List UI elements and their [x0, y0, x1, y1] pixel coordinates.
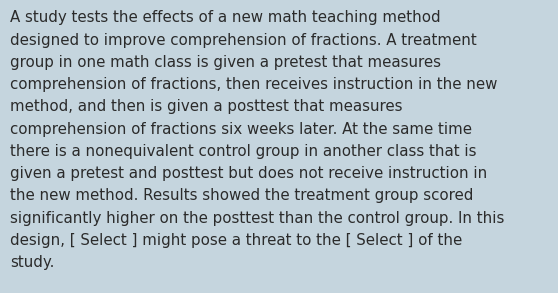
Text: the new method. Results showed the treatment group scored: the new method. Results showed the treat… [10, 188, 473, 203]
Text: significantly higher on the posttest than the control group. In this: significantly higher on the posttest tha… [10, 211, 504, 226]
Text: A study tests the effects of a new math teaching method: A study tests the effects of a new math … [10, 10, 441, 25]
Text: there is a nonequivalent control group in another class that is: there is a nonequivalent control group i… [10, 144, 477, 159]
Text: designed to improve comprehension of fractions. A treatment: designed to improve comprehension of fra… [10, 33, 477, 47]
Text: comprehension of fractions six weeks later. At the same time: comprehension of fractions six weeks lat… [10, 122, 472, 137]
Text: design, [ Select ] might pose a threat to the [ Select ] of the: design, [ Select ] might pose a threat t… [10, 233, 462, 248]
Text: comprehension of fractions, then receives instruction in the new: comprehension of fractions, then receive… [10, 77, 497, 92]
Text: group in one math class is given a pretest that measures: group in one math class is given a prete… [10, 55, 441, 70]
Text: study.: study. [10, 255, 55, 270]
Text: method, and then is given a posttest that measures: method, and then is given a posttest tha… [10, 99, 402, 114]
Text: given a pretest and posttest but does not receive instruction in: given a pretest and posttest but does no… [10, 166, 487, 181]
